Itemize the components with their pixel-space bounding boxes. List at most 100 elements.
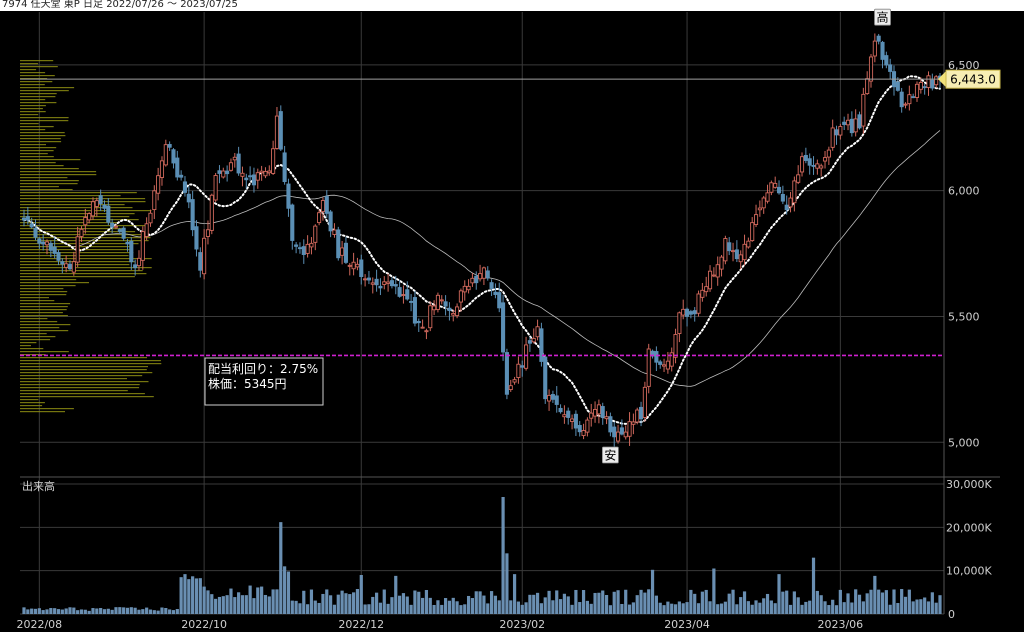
price-volume-bar [20, 294, 67, 296]
volume-bar [666, 601, 670, 614]
candle-body [102, 204, 107, 209]
volume-bar [566, 596, 570, 614]
candle-body [830, 127, 835, 148]
price-volume-bar [20, 87, 75, 89]
price-volume-bar [20, 399, 39, 401]
candle-body [719, 256, 724, 270]
volume-bar [524, 602, 528, 614]
candle-body [29, 223, 34, 228]
candle-body [121, 227, 126, 239]
candle-body [922, 86, 927, 89]
volume-bar [263, 594, 268, 614]
volume-bar [696, 603, 701, 614]
price-volume-bar [20, 324, 71, 326]
volume-bar [815, 590, 819, 614]
volume-bar [137, 609, 141, 614]
price-volume-bar [20, 318, 48, 320]
price-volume-bar [20, 237, 151, 239]
volume-bar [735, 604, 739, 614]
volume-bar [229, 588, 233, 614]
price-volume-bar [20, 117, 69, 119]
high-marker-box [874, 8, 891, 26]
volume-bar [252, 598, 256, 614]
candle-body [639, 406, 644, 420]
candle-body [688, 311, 693, 315]
candle-body [428, 305, 433, 329]
volume-bar [76, 610, 80, 614]
volume-bar [478, 591, 482, 614]
volume-bar [750, 604, 754, 614]
candle-body [692, 310, 697, 315]
price-volume-bar [20, 378, 127, 380]
price-volume-bar [20, 282, 89, 284]
candle-body [359, 259, 364, 277]
price-volume-bar [20, 327, 60, 329]
volume-bar [581, 590, 586, 614]
candle-body [857, 114, 862, 129]
candle-body [443, 301, 448, 307]
volume-bar [79, 609, 84, 614]
volume-bar [332, 604, 337, 614]
price-volume-bar [20, 285, 76, 287]
candle-body [240, 172, 245, 177]
volume-bar [658, 602, 662, 614]
volume-bar [248, 585, 252, 614]
volume-bar [240, 595, 245, 614]
price-volume-bar [20, 342, 37, 344]
candle-body [424, 330, 429, 333]
candle-body [305, 243, 310, 254]
price-volume-bar [20, 216, 130, 218]
volume-bar [731, 589, 735, 614]
volume-bar [179, 577, 183, 614]
candle-body [136, 257, 142, 267]
price-volume-bar [20, 369, 147, 371]
candle-body [796, 174, 801, 183]
volume-bar [880, 592, 885, 614]
candle-body [750, 222, 755, 242]
candle-body [167, 144, 172, 148]
volume-bar [443, 598, 448, 614]
volume-bar [539, 603, 544, 614]
volume-bar [191, 576, 195, 614]
candle-body [623, 431, 628, 438]
candle-body [163, 144, 168, 166]
candle-body [435, 294, 440, 310]
volume-bar [91, 608, 95, 614]
volume-bar [769, 600, 773, 614]
candle-body [439, 299, 444, 302]
price-tick-label: 5,500 [948, 310, 980, 323]
volume-bar [474, 591, 478, 614]
price-volume-bar [20, 315, 68, 317]
volume-bar [420, 597, 425, 614]
candle-body [826, 149, 831, 158]
candle-body [129, 240, 134, 263]
volume-bar [551, 600, 555, 614]
volume-bar [850, 602, 854, 614]
volume-bar [758, 602, 762, 614]
date-tick-label: 2023/04 [664, 618, 710, 631]
candle-body [646, 348, 651, 387]
candle-body [926, 75, 931, 88]
volume-bar [417, 591, 421, 614]
volume-bar [455, 601, 459, 614]
candle-body [865, 78, 870, 95]
price-volume-bar [20, 141, 62, 143]
volume-bar [762, 598, 766, 614]
candle-body [788, 197, 793, 208]
candle-body [236, 153, 241, 174]
candle-body [635, 409, 640, 423]
candle-body [627, 421, 632, 437]
candle-body [696, 293, 701, 314]
volume-bar [375, 592, 379, 614]
price-volume-bar [20, 357, 147, 359]
candle-body [799, 156, 805, 173]
volume-bar [635, 595, 639, 614]
volume-tick-label: 0 [948, 608, 955, 621]
volume-bar [60, 609, 64, 614]
price-volume-bar [20, 174, 97, 176]
candle-body [37, 238, 42, 244]
volume-bar [926, 601, 931, 614]
candle-body [33, 227, 38, 238]
high-marker-label: 高 [877, 10, 889, 25]
volume-bar [470, 598, 475, 614]
